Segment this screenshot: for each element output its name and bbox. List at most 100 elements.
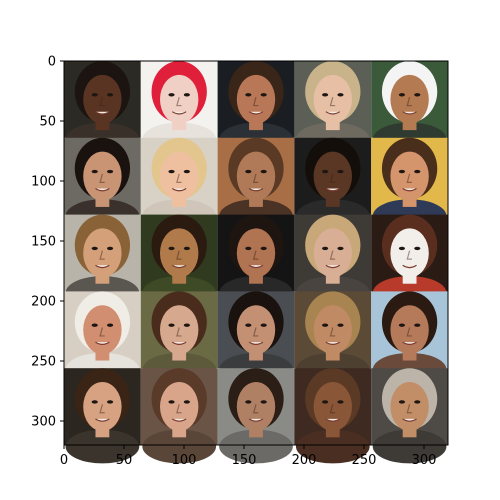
left-eye [245, 323, 252, 327]
face [160, 74, 199, 124]
face [313, 305, 352, 355]
right-eye [337, 169, 344, 174]
left-eye [322, 323, 329, 327]
nose [406, 250, 412, 260]
mouth [402, 418, 417, 422]
right-eye [183, 93, 190, 97]
right-eye [414, 93, 421, 97]
left-eye [91, 246, 98, 251]
y-tick-label: 300 [31, 415, 56, 430]
axes-frame [63, 60, 449, 446]
mouth [402, 187, 417, 192]
nose [99, 404, 105, 414]
nose [406, 173, 412, 183]
left-eye [245, 93, 252, 97]
face-tile [371, 291, 448, 387]
face [160, 305, 199, 355]
nose [406, 96, 412, 107]
mouth [325, 111, 341, 115]
right-eye [183, 323, 190, 327]
y-tick-label: 250 [31, 355, 56, 370]
left-eye [168, 246, 175, 251]
y-tick-label: 200 [31, 295, 56, 310]
y-tick-label: 0 [48, 55, 56, 70]
mouth [402, 341, 417, 345]
face-tile [294, 61, 372, 157]
nose [329, 173, 336, 183]
shoulders [142, 429, 217, 464]
nose [176, 327, 182, 337]
nose [329, 404, 336, 414]
nose [99, 250, 105, 260]
left-eye [245, 246, 252, 251]
tiles-layer [64, 61, 448, 464]
mouth [325, 187, 341, 192]
nose [176, 250, 182, 260]
left-eye [398, 169, 405, 174]
left-eye [322, 246, 329, 251]
x-tick-label: 200 [292, 453, 317, 468]
nose [406, 404, 412, 414]
face [313, 228, 352, 278]
left-eye [168, 400, 175, 404]
left-eye [322, 169, 329, 174]
face-tile [64, 368, 141, 464]
mouth [402, 111, 417, 115]
face [390, 305, 429, 355]
mouth [171, 187, 187, 192]
face-tile [140, 61, 218, 157]
right-eye [337, 93, 344, 97]
left-eye [91, 169, 98, 174]
left-eye [245, 169, 252, 174]
x-tick-label: 100 [172, 453, 197, 468]
face-tile [140, 368, 218, 464]
mouth [248, 418, 264, 422]
right-eye [414, 400, 421, 404]
mouth [248, 264, 264, 269]
face [160, 151, 199, 201]
y-tick-label: 50 [39, 115, 56, 130]
mouth [325, 264, 341, 269]
right-eye [260, 323, 267, 327]
mouth [95, 418, 110, 422]
face [160, 382, 199, 432]
right-eye [260, 93, 267, 97]
face [313, 382, 352, 432]
mouth [95, 187, 110, 192]
nose [252, 404, 259, 414]
left-eye [168, 323, 175, 327]
left-eye [398, 323, 405, 327]
shoulders [372, 429, 447, 464]
face [83, 228, 122, 278]
face [390, 74, 429, 124]
nose [176, 96, 182, 107]
face [236, 382, 276, 432]
x-tick-label: 0 [60, 453, 68, 468]
left-eye [91, 93, 98, 97]
right-eye [414, 246, 421, 251]
right-eye [337, 400, 344, 404]
y-tick-label: 150 [31, 235, 56, 250]
left-eye [322, 93, 329, 97]
right-eye [183, 400, 190, 404]
face [83, 151, 122, 201]
face [390, 382, 429, 432]
face [236, 228, 276, 278]
left-eye [398, 400, 405, 404]
mouth [248, 187, 264, 192]
nose [252, 96, 259, 107]
right-eye [260, 169, 267, 174]
right-eye [183, 246, 190, 251]
right-eye [107, 169, 114, 174]
right-eye [107, 246, 114, 251]
right-eye [414, 323, 421, 327]
left-eye [168, 93, 175, 97]
face-tile [371, 368, 448, 464]
mouth [402, 264, 417, 269]
face [160, 228, 199, 278]
face [83, 74, 122, 124]
mouth [248, 341, 264, 345]
right-eye [337, 246, 344, 251]
nose [252, 327, 259, 337]
